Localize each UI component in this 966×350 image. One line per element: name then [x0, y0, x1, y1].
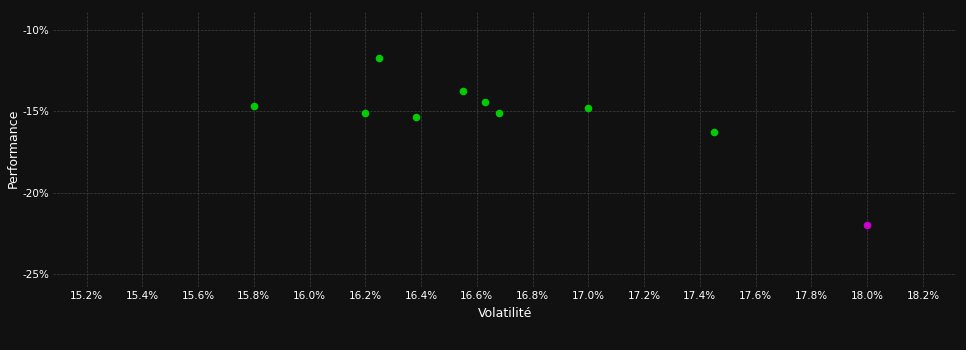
Point — [372, 56, 387, 61]
Point — [357, 110, 373, 116]
Point — [408, 114, 423, 120]
Point — [477, 99, 493, 104]
Point — [455, 88, 470, 94]
X-axis label: Volatilité: Volatilité — [477, 307, 532, 320]
Point — [492, 110, 507, 116]
Point — [706, 130, 722, 135]
Point — [581, 105, 596, 111]
Point — [860, 222, 875, 228]
Point — [246, 104, 262, 109]
Y-axis label: Performance: Performance — [7, 109, 19, 188]
